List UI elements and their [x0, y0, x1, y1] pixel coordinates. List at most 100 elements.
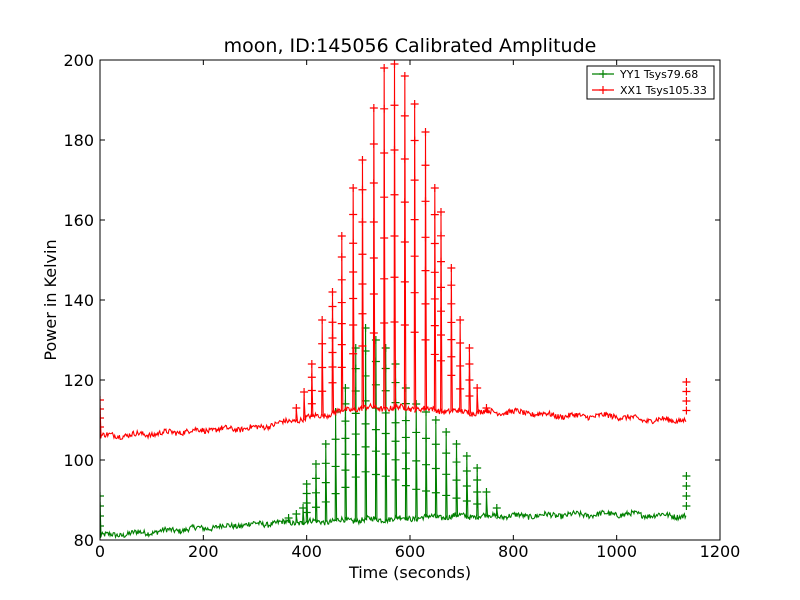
data-point-marker: [358, 218, 367, 226]
data-point-marker: [437, 257, 445, 266]
data-point-marker: [473, 464, 482, 472]
data-point-marker: [351, 473, 360, 482]
data-point-marker: [465, 360, 474, 368]
data-point-marker: [437, 307, 445, 316]
x-tick-label: 0: [95, 542, 105, 561]
data-point-marker: [358, 342, 367, 350]
data-point-marker: [349, 294, 358, 303]
data-point-marker: [337, 275, 346, 284]
x-tick-label: 600: [395, 542, 426, 561]
data-point-marker: [337, 340, 346, 349]
data-point-marker: [437, 231, 445, 240]
data-point-marker: [431, 416, 440, 424]
data-point-marker: [371, 425, 380, 434]
data-point-marker: [328, 302, 337, 311]
data-point-marker: [358, 309, 367, 318]
data-point-marker: [390, 146, 399, 154]
data-point-marker: [318, 316, 327, 324]
data-point-marker: [321, 459, 330, 468]
data-point-marker: [400, 155, 409, 163]
data-point-marker: [369, 290, 378, 298]
series-xx1: [100, 60, 691, 440]
data-point-marker: [462, 482, 471, 490]
data-point-marker: [292, 404, 301, 412]
x-axis-title: Time (seconds): [348, 563, 471, 582]
data-point-marker: [421, 128, 430, 136]
legend-marker-xx1: [599, 86, 607, 94]
data-point-marker: [421, 197, 430, 206]
data-point-marker: [361, 467, 370, 476]
data-point-marker: [321, 478, 330, 487]
data-point-marker: [390, 101, 399, 110]
data-point-marker: [421, 299, 430, 308]
data-point-marker: [456, 361, 465, 370]
data-point-marker: [465, 344, 474, 352]
data-point-marker: [311, 474, 320, 483]
data-point-marker: [358, 280, 367, 288]
legend-marker-yy1: [599, 70, 607, 78]
data-point-marker: [380, 274, 389, 283]
data-point-marker: [307, 399, 316, 408]
data-point-marker: [321, 497, 330, 506]
data-point-marker: [442, 470, 451, 479]
data-point-marker: [328, 348, 337, 357]
data-point-marker: [482, 488, 491, 496]
data-point-marker: [391, 418, 400, 427]
data-point-marker: [401, 481, 410, 490]
data-point-marker: [361, 396, 370, 405]
data-point-marker: [390, 232, 399, 240]
x-tick-label: 1200: [700, 542, 741, 561]
data-point-marker: [442, 428, 451, 436]
data-point-marker: [400, 238, 409, 246]
data-point-marker: [421, 335, 430, 344]
data-point-marker: [410, 252, 419, 261]
data-point-marker: [380, 193, 389, 202]
data-point-marker: [421, 233, 430, 242]
data-point-marker: [682, 397, 691, 405]
data-point-marker: [390, 318, 399, 326]
data-point-marker: [369, 218, 378, 226]
data-point-marker: [430, 350, 439, 359]
data-point-marker: [381, 344, 390, 352]
data-point-marker: [349, 349, 358, 358]
data-point-marker: [380, 104, 389, 113]
data-point-marker: [473, 384, 482, 392]
data-point-marker: [341, 417, 350, 426]
data-point-marker: [465, 392, 474, 400]
data-point-marker: [337, 232, 346, 240]
data-point-marker: [430, 268, 439, 277]
data-point-marker: [447, 264, 456, 272]
data-point-marker: [351, 430, 360, 439]
data-point-marker: [351, 450, 360, 459]
data-point-marker: [437, 331, 445, 340]
data-point-marker: [682, 492, 691, 500]
data-point-marker: [358, 250, 367, 259]
series-line: [100, 327, 687, 540]
data-point-marker: [431, 464, 440, 473]
data-point-marker: [410, 136, 419, 145]
data-point-marker: [369, 329, 378, 337]
data-point-marker: [391, 475, 400, 484]
data-point-marker: [400, 277, 409, 286]
data-point-marker: [462, 467, 471, 475]
data-point-marker: [381, 449, 390, 458]
data-point-marker: [400, 321, 409, 329]
data-point-marker: [380, 234, 389, 242]
data-point-marker: [431, 488, 440, 497]
data-point-marker: [447, 318, 456, 327]
data-point-marker: [437, 283, 445, 292]
data-point-marker: [682, 472, 691, 480]
data-point-marker: [410, 328, 419, 337]
data-point-marker: [341, 434, 350, 443]
data-point-marker: [462, 452, 471, 460]
data-point-marker: [447, 335, 456, 344]
data-point-marker: [447, 371, 456, 380]
data-point-marker: [456, 384, 465, 393]
data-point-marker: [422, 434, 431, 443]
data-point-marker: [410, 288, 419, 297]
data-point-marker: [321, 440, 330, 448]
data-point-marker: [299, 504, 308, 512]
data-point-marker: [410, 215, 419, 224]
data-point-marker: [462, 497, 471, 505]
data-point-marker: [473, 476, 482, 484]
